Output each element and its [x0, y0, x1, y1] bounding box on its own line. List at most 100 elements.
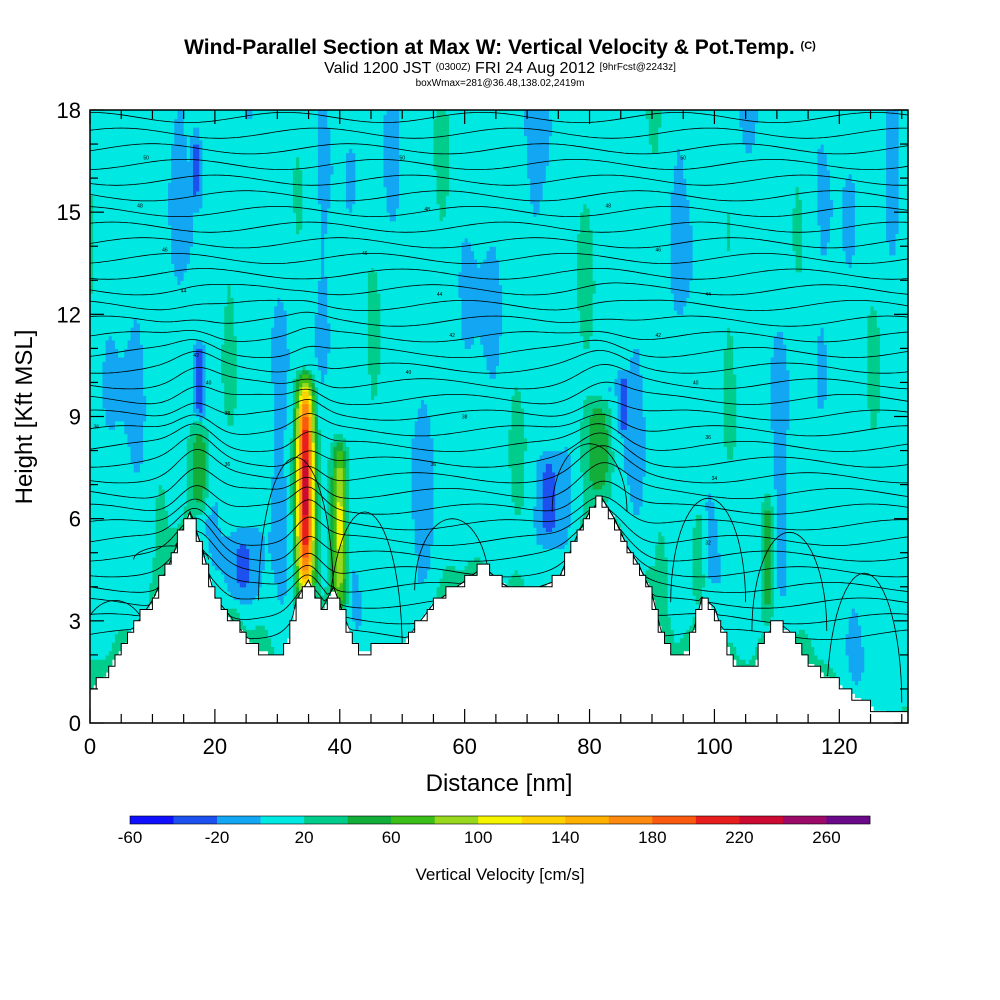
velocity-cell [111, 216, 116, 222]
velocity-cell [121, 484, 125, 490]
velocity-cell [124, 412, 129, 418]
velocity-cell [118, 446, 122, 452]
velocity-cell [133, 378, 138, 384]
velocity-cell [93, 497, 97, 503]
velocity-cell [152, 433, 157, 439]
velocity-cell [102, 178, 107, 183]
velocity-cell [139, 327, 144, 332]
velocity-cell [143, 395, 147, 401]
velocity-cell [146, 293, 150, 298]
velocity-cell [108, 620, 113, 626]
velocity-cell [136, 373, 141, 379]
velocity-cell [152, 497, 157, 503]
velocity-cell [114, 190, 119, 196]
velocity-cell [93, 246, 97, 252]
velocity-cell [114, 139, 119, 145]
velocity-cell [105, 212, 110, 218]
velocity-cell [108, 229, 113, 235]
velocity-cell [139, 182, 144, 188]
velocity-cell [105, 122, 110, 128]
velocity-cell [124, 267, 129, 273]
velocity-cell [111, 173, 116, 179]
velocity-cell [146, 224, 150, 230]
velocity-cell [90, 514, 94, 520]
velocity-cell [121, 127, 125, 132]
velocity-cell [96, 318, 100, 324]
velocity-cell [133, 331, 138, 337]
velocity-cell [108, 318, 113, 324]
velocity-cell [105, 544, 110, 550]
velocity-cell [121, 395, 125, 401]
velocity-cell [108, 454, 113, 460]
velocity-cell [130, 190, 135, 196]
velocity-cell [136, 480, 141, 486]
velocity-cell [96, 165, 100, 171]
velocity-cell [139, 527, 144, 533]
velocity-cell [108, 395, 113, 401]
velocity-cell [114, 297, 119, 303]
velocity-cell [124, 625, 129, 630]
velocity-cell [96, 186, 100, 192]
velocity-cell [127, 390, 132, 396]
velocity-cell [118, 131, 122, 137]
velocity-cell [102, 556, 107, 562]
velocity-cell [105, 118, 110, 124]
velocity-cell [121, 224, 125, 230]
velocity-cell [90, 548, 94, 554]
velocity-cell [130, 314, 135, 320]
velocity-cell [136, 169, 141, 175]
velocity-cell [102, 356, 107, 362]
velocity-cell [93, 612, 97, 618]
velocity-cell [127, 352, 132, 358]
velocity-cell [121, 139, 125, 145]
velocity-cell [108, 161, 113, 166]
velocity-cell [96, 565, 100, 571]
velocity-cell [152, 552, 157, 558]
velocity-cell [114, 591, 119, 596]
velocity-cell [111, 224, 116, 230]
velocity-cell [146, 182, 150, 188]
velocity-cell [108, 373, 113, 379]
velocity-cell [136, 186, 141, 192]
velocity-cell [143, 488, 147, 494]
velocity-cell [139, 352, 144, 358]
velocity-cell [124, 608, 129, 613]
velocity-cell [133, 561, 138, 567]
velocity-cell [90, 237, 94, 243]
velocity-cell [121, 322, 125, 328]
velocity-cell [121, 471, 125, 477]
velocity-cell [143, 603, 147, 609]
velocity-cell [90, 263, 94, 269]
velocity-cell [111, 399, 116, 405]
velocity-cell [90, 552, 94, 558]
velocity-cell [114, 263, 119, 269]
velocity-cell [146, 569, 150, 575]
velocity-cell [102, 663, 107, 669]
velocity-cell [118, 603, 122, 609]
velocity-cell [146, 110, 150, 115]
velocity-cell [143, 459, 147, 464]
velocity-cell [130, 586, 135, 592]
velocity-cell [143, 246, 147, 252]
velocity-cell [93, 156, 97, 162]
velocity-cell [149, 182, 154, 188]
velocity-cell [146, 586, 150, 592]
velocity-cell [90, 510, 94, 516]
velocity-cell [130, 599, 135, 605]
velocity-cell [93, 271, 97, 277]
velocity-cell [96, 199, 100, 205]
velocity-cell [124, 527, 129, 533]
velocity-cell [111, 229, 116, 235]
velocity-cell [90, 322, 94, 328]
velocity-cell [121, 416, 125, 422]
velocity-cell [133, 131, 138, 137]
velocity-cell [136, 331, 141, 337]
velocity-cell [124, 199, 129, 205]
velocity-cell [143, 301, 147, 307]
velocity-cell [149, 178, 154, 183]
velocity-cell [111, 642, 116, 647]
velocity-cell [105, 390, 110, 396]
velocity-cell [121, 518, 125, 524]
velocity-cell [118, 488, 122, 494]
velocity-cell [127, 608, 132, 613]
